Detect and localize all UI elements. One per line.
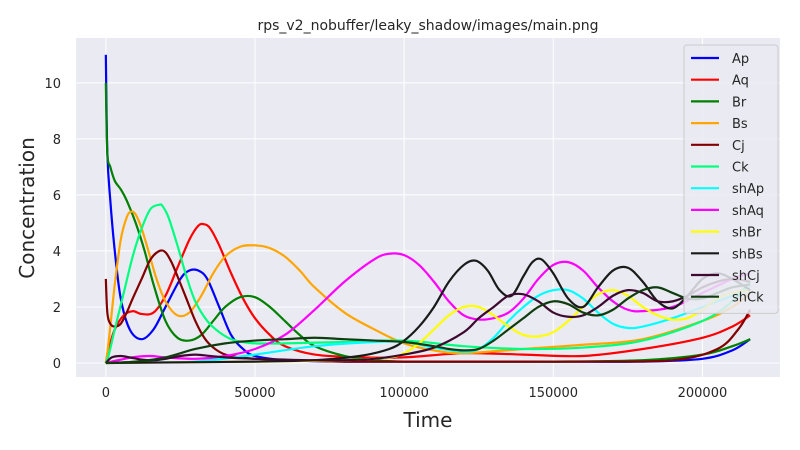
series-line-aq xyxy=(104,222,751,364)
series-line-cj xyxy=(104,249,752,363)
y-tick-label: 2 xyxy=(53,301,61,316)
legend-label-ap: Ap xyxy=(732,52,749,67)
x-tick-label: 100000 xyxy=(379,386,429,401)
legend-label-shbs: shBs xyxy=(732,247,763,262)
legend: Ap Aq Br Bs Cj Ck shAp shAq shBr shBs shCj shCk xyxy=(683,44,779,314)
x-tick-label: 200000 xyxy=(678,386,728,401)
x-tick-label: 50000 xyxy=(234,386,275,401)
series-line-shbs xyxy=(105,257,751,365)
legend-label-shap: shAp xyxy=(732,182,764,197)
x-axis-label: Time xyxy=(403,408,453,432)
series-lines xyxy=(104,54,752,365)
legend-label-shbr: shBr xyxy=(732,226,762,241)
y-tick-label: 4 xyxy=(53,245,61,260)
series-line-ck xyxy=(104,203,751,364)
legend-label-ck: Ck xyxy=(732,161,749,176)
legend-label-aq: Aq xyxy=(732,74,749,89)
plot-background xyxy=(76,38,780,377)
y-tick-label: 6 xyxy=(53,189,61,204)
legend-label-shcj: shCj xyxy=(732,269,760,284)
y-axis-label: Concentration xyxy=(15,137,39,278)
series-line-shap xyxy=(105,286,751,365)
legend-label-br: Br xyxy=(732,95,747,110)
legend-label-bs: Bs xyxy=(732,117,748,132)
legend-label-shaq: shAq xyxy=(732,204,764,219)
legend-label-shck: shCk xyxy=(732,291,764,306)
legend-label-cj: Cj xyxy=(732,139,745,154)
y-tick-label: 0 xyxy=(53,357,61,372)
x-tick-labels: 0 50000 100000 150000 200000 xyxy=(102,386,728,401)
y-tick-labels: 0 2 4 6 8 10 xyxy=(44,77,61,372)
y-tick-label: 10 xyxy=(44,77,61,92)
legend-box xyxy=(683,44,779,314)
y-tick-label: 8 xyxy=(53,133,61,148)
x-tick-label: 0 xyxy=(102,386,110,401)
chart-title: rps_v2_nobuffer/leaky_shadow/images/main… xyxy=(257,18,598,34)
x-tick-label: 150000 xyxy=(528,386,578,401)
series-line-shck xyxy=(105,283,751,365)
series-line-bs xyxy=(104,210,751,364)
series-line-shcj xyxy=(105,277,751,364)
